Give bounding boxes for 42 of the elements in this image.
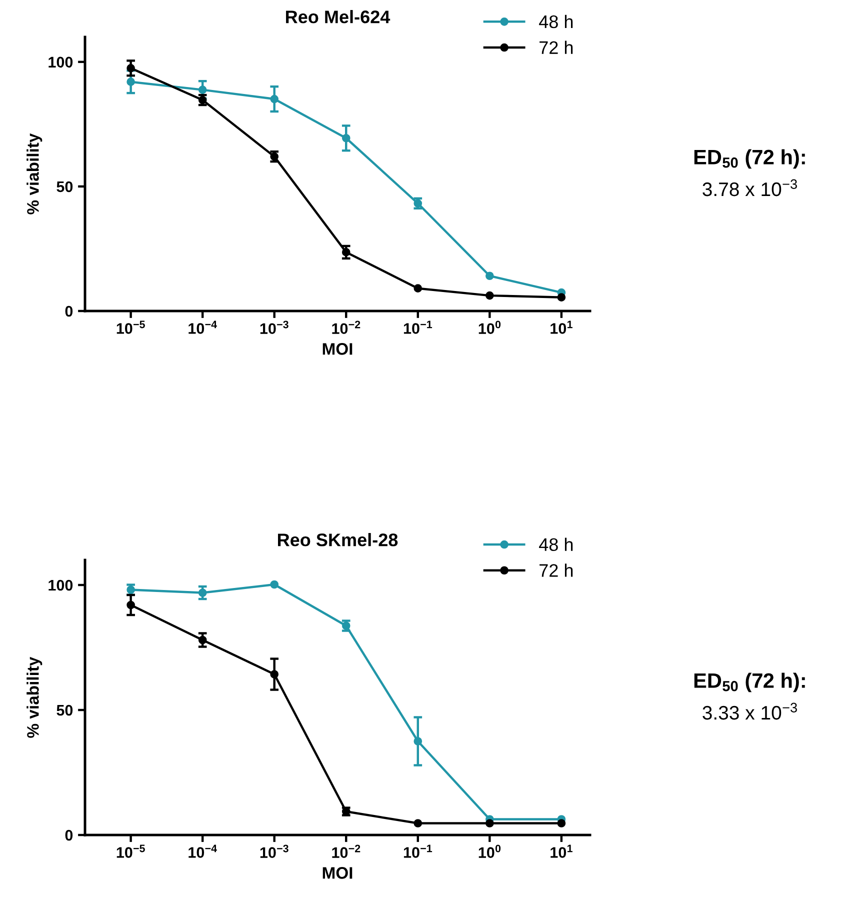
x-axis-title: MOI <box>322 867 352 879</box>
text: 3.78 x 10$^{−3}$ <box>702 179 797 196</box>
chart-title: Reo Mel-624 <box>286 10 390 24</box>
point <box>557 819 566 828</box>
y-tick-label: 0 <box>65 830 73 841</box>
point <box>486 819 494 828</box>
x-tick-label: 10$^{−4}$ <box>188 844 217 858</box>
y-axis-title: % viability <box>26 133 42 214</box>
legend-label: 72 h <box>540 40 573 54</box>
x-tick-label: 10$^{−4}$ <box>188 320 217 334</box>
x-tick-label: 10$^{0}$ <box>478 844 501 858</box>
point <box>486 272 494 280</box>
y-tick-label: 0 <box>65 306 73 317</box>
y-axis-title: % viability <box>26 656 42 738</box>
legend-label: 48 h <box>539 538 573 552</box>
x-tick-label: 10$^{1}$ <box>550 844 572 858</box>
text: 3.33 x 10$^{−3}$ <box>702 702 797 720</box>
point <box>270 580 279 589</box>
x-tick-label: 10$^{−3}$ <box>260 844 288 858</box>
x-tick-label: 10$^{−1}$ <box>404 320 432 334</box>
point <box>414 284 422 292</box>
x-tick-label: 10$^{1}$ <box>550 320 572 334</box>
point <box>486 291 494 300</box>
text: ED$_{50}$ (72 h): <box>694 672 805 692</box>
legend-label: 72 h <box>540 564 573 577</box>
x-tick-label: 10$^{−2}$ <box>332 320 360 334</box>
y-tick-label: 100 <box>48 580 73 591</box>
y-tick-label: 50 <box>56 704 73 716</box>
x-tick-label: 10$^{−5}$ <box>116 320 145 334</box>
point <box>557 293 566 302</box>
x-axis-title: MOI <box>322 343 352 355</box>
point <box>414 819 422 828</box>
x-tick-label: 10$^{−5}$ <box>116 844 145 858</box>
text: ED$_{50}$ (72 h): <box>694 149 805 169</box>
x-tick-label: 10$^{0}$ <box>478 320 501 334</box>
legend-label: 48 h <box>539 14 573 28</box>
y-tick-label: 100 <box>48 56 73 68</box>
x-tick-label: 10$^{−3}$ <box>260 320 288 334</box>
x-tick-label: 10$^{−2}$ <box>332 844 360 858</box>
chart-title: Reo SKmel-28 <box>278 533 398 546</box>
y-tick-label: 50 <box>56 181 73 192</box>
x-tick-label: 10$^{−1}$ <box>404 844 432 858</box>
